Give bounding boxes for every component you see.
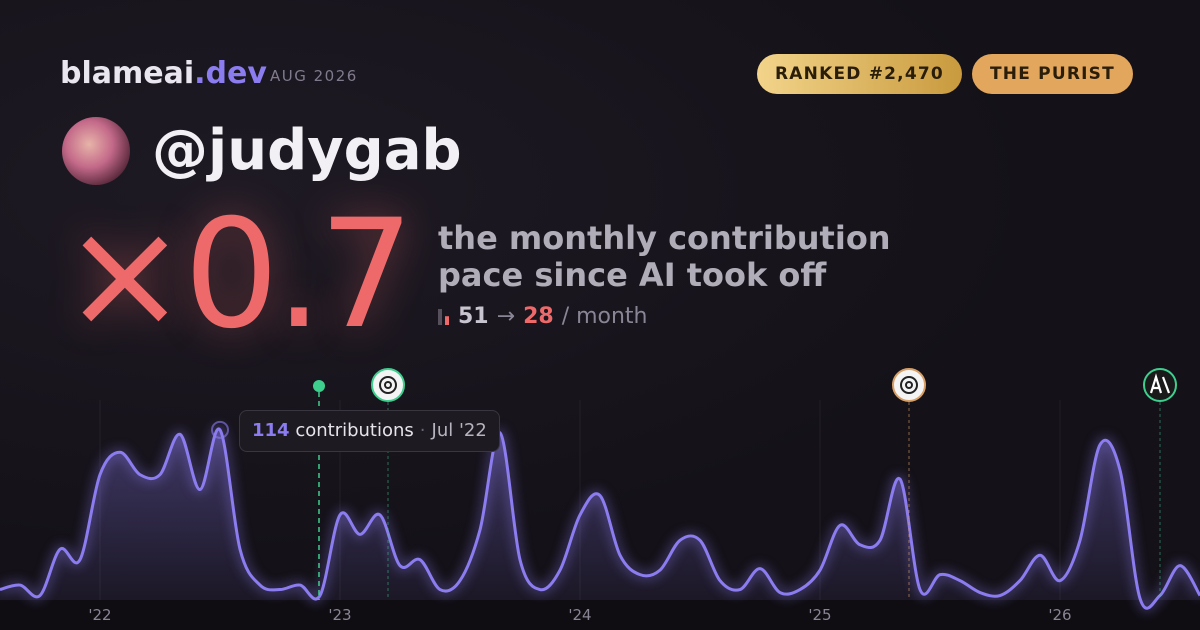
brand-name: blameai xyxy=(60,56,195,91)
x-tick-label: '26 xyxy=(1048,606,1071,624)
pace-bar xyxy=(445,315,449,325)
anthropic-icon xyxy=(1143,368,1177,402)
openai-icon xyxy=(371,368,405,402)
x-tick-label: '24 xyxy=(568,606,591,624)
persona-badge: THE PURIST xyxy=(972,54,1133,94)
caption: the monthly contribution xyxy=(438,219,891,257)
pace-arrow: → xyxy=(496,304,516,329)
avatar xyxy=(62,117,130,185)
pace-unit: / month xyxy=(561,304,648,329)
tooltip-label: contributions xyxy=(295,420,414,441)
rank-badge: RANKED #2,470 xyxy=(757,54,962,94)
pace-after: 28 xyxy=(523,304,554,329)
pace-bar xyxy=(438,308,442,325)
openai-icon xyxy=(892,368,926,402)
line xyxy=(0,427,1200,610)
area xyxy=(0,428,1200,609)
x-tick-label: '25 xyxy=(808,606,831,624)
pace: 51 → 28 / month xyxy=(438,304,648,329)
tooltip-separator: · xyxy=(419,420,426,441)
event-dot xyxy=(313,380,325,392)
x-tick-label: '23 xyxy=(328,606,351,624)
tooltip: 114 contributions · Jul '22 xyxy=(239,410,500,452)
brand: blameai.dev xyxy=(60,56,267,91)
x-tick-label: '22 xyxy=(88,606,111,624)
caption: pace since AI took off xyxy=(438,256,827,294)
tooltip-value: 114 xyxy=(252,420,290,441)
period: AUG 2026 xyxy=(270,67,358,85)
highlight-point xyxy=(211,420,229,439)
handle: @judygab xyxy=(152,118,462,183)
tooltip-date: Jul '22 xyxy=(431,420,487,441)
brand-tld: .dev xyxy=(194,56,267,91)
pace-before: 51 xyxy=(458,304,489,329)
multiplier: ×0.7 xyxy=(62,188,414,362)
pace-icon xyxy=(438,308,449,325)
x-axis-band xyxy=(0,600,1200,630)
